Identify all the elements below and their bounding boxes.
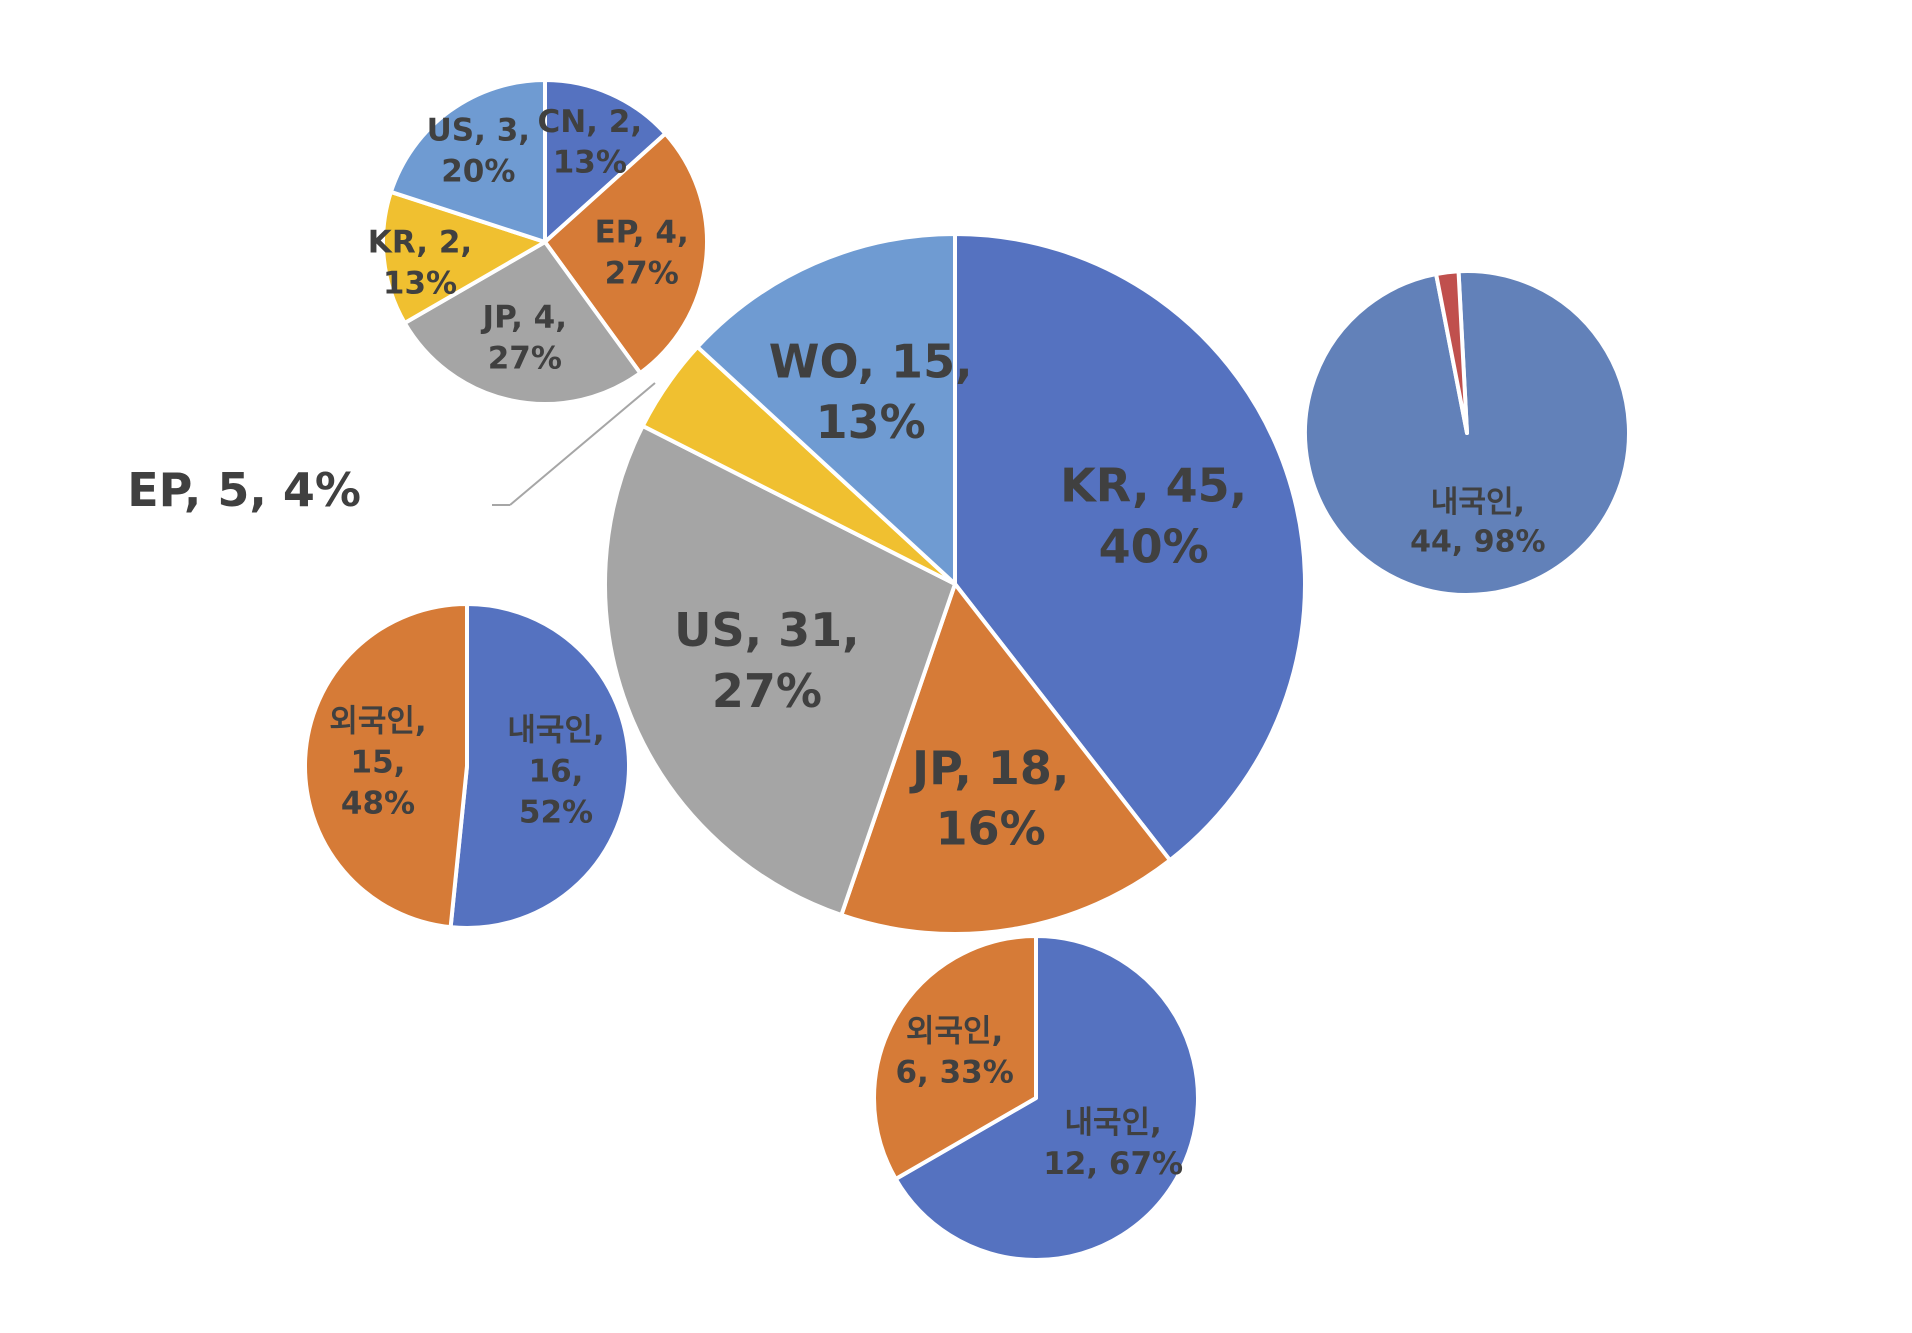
jp-slice-0-label-line-0: 내국인, (1064, 1105, 1161, 1141)
us-pie-slice-1 (303, 602, 469, 930)
us-pie-slice-0 (448, 602, 631, 930)
wo-slice-1-label-line-1: 27% (605, 255, 679, 291)
wo-pie-slice-4 (388, 78, 547, 244)
main-slice-3-label: EP, 5, 4% (127, 463, 361, 517)
wo-slice-2-label-line-0: JP, 4, (481, 299, 567, 335)
main-pie-slice-2 (603, 423, 957, 918)
wo-slice-2-label: JP, 4, 27% (481, 299, 567, 376)
ep-leader-line-diagonal (509, 382, 656, 506)
wo-slice-1-label-line-0: EP, 4, (595, 215, 689, 251)
kr-pie-slice-1 (1434, 269, 1469, 435)
wo-slice-3-label-line-1: 13% (383, 265, 457, 301)
wo-slice-4-label-line-1: 20% (441, 154, 515, 190)
main-pie-slice-0 (953, 232, 1307, 863)
wo-slice-4-label-line-0: US, 3, (427, 113, 530, 149)
main-pie-slice-4 (695, 232, 957, 586)
jp-pie-slice-0 (893, 934, 1200, 1262)
jp-slice-0-label: 내국인, 12, 67% (1043, 1105, 1183, 1182)
wo-slice-3-label: KR, 2, 13% (368, 224, 472, 301)
wo-pie-slice-0 (543, 78, 668, 244)
jp-slice-1-label-line-0: 외국인, (906, 1013, 1003, 1049)
kr-slice-0-label-line-0: 내국인, (1431, 485, 1525, 520)
wo-slice-4-label: US, 3, 20% (427, 113, 530, 190)
wo-slice-0-label: CN, 2, 13% (537, 104, 642, 181)
main-slice-3-label-line-0: EP, 5, 4% (127, 463, 361, 517)
jp-slice-1-label: 외국인, 6, 33% (895, 1013, 1013, 1090)
main-slice-1-label: JP, 18, 16% (909, 741, 1069, 856)
main-slice-0-label-line-0: KR, 45, (1060, 459, 1247, 513)
us-slice-0-label-line-1: 16, (529, 753, 584, 789)
wo-slice-1-label: EP, 4, 27% (595, 215, 689, 292)
kr-slice-0-label: 내국인, 44, 98% (1410, 485, 1545, 560)
jp-slice-1-label-line-1: 6, 33% (895, 1054, 1013, 1090)
main-slice-4-label: WO, 15, 13% (769, 334, 973, 449)
main-slice-2-label-line-1: 27% (712, 664, 822, 718)
main-slice-1-label-line-0: JP, 18, (909, 741, 1069, 795)
us-slice-0-label-line-0: 내국인, (507, 712, 604, 748)
us-slice-0-label-line-2: 52% (519, 794, 593, 830)
us-slice-1-label-line-2: 48% (341, 785, 415, 821)
us-slice-0-label: 내국인, 16, 52% (507, 712, 604, 830)
main-slice-0-label: KR, 45, 40% (1060, 459, 1247, 574)
main-slice-2-label: US, 31, 27% (674, 603, 859, 718)
main-slice-1-label-line-1: 16% (936, 802, 1046, 856)
us-slice-1-label: 외국인, 15, 48% (329, 703, 426, 821)
wo-pie-slice-2 (402, 240, 643, 406)
wo-slice-3-label-line-0: KR, 2, (368, 224, 472, 260)
wo-slice-2-label-line-1: 27% (488, 340, 562, 376)
main-slice-2-label-line-0: US, 31, (674, 603, 859, 657)
wo-slice-0-label-line-0: CN, 2, (537, 104, 642, 140)
wo-pie-slice-3 (381, 189, 547, 325)
main-slice-4-label-line-1: 13% (816, 395, 926, 449)
main-slice-4-label-line-0: WO, 15, (769, 334, 973, 388)
wo-pie-slice-1 (543, 131, 709, 376)
slices-layer (303, 78, 1631, 1262)
labels-layer: KR, 45, 40% JP, 18, 16% US, 31, 27% EP, 5, 4% W… (127, 104, 1545, 1182)
main-pie-slice-1 (839, 582, 1172, 936)
jp-pie-slice-1 (872, 934, 1038, 1181)
jp-slice-0-label-line-1: 12, 67% (1043, 1146, 1183, 1182)
us-slice-1-label-line-0: 외국인, (329, 703, 426, 739)
us-slice-1-label-line-1: 15, (351, 744, 406, 780)
wo-slice-0-label-line-1: 13% (553, 145, 627, 181)
main-slice-0-label-line-1: 40% (1099, 519, 1209, 573)
kr-slice-0-label-line-1: 44, 98% (1410, 525, 1545, 560)
